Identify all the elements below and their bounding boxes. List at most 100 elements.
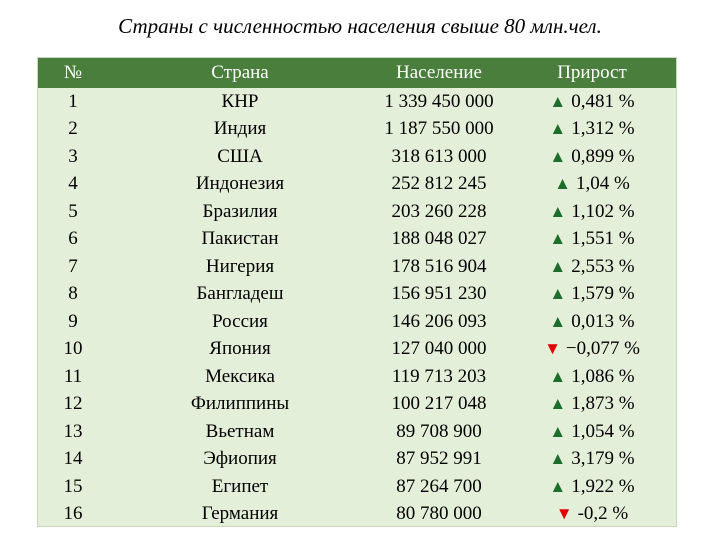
country-name: Египет xyxy=(211,475,269,497)
country-name: Япония xyxy=(209,338,271,360)
growth-value: 3,179 % xyxy=(571,448,635,470)
growth-cell: ▲ 1,086 % xyxy=(506,363,678,391)
country-name: Германия xyxy=(201,503,279,525)
page-title: Страны с численностью населения свыше 80… xyxy=(118,14,602,38)
country-name: Мексика xyxy=(205,365,275,387)
table-row: 1 КНР 1 339 450 000 ▲ 0,481 % xyxy=(38,88,676,116)
triangle-up-icon: ▲ xyxy=(554,174,571,194)
row-number: 3 xyxy=(68,145,78,167)
country-name: Филиппины xyxy=(190,393,290,415)
triangle-down-icon: ▼ xyxy=(555,504,573,524)
row-number: 8 xyxy=(68,283,78,305)
header-growth: Прирост xyxy=(557,62,627,83)
growth-value: 0,013 % xyxy=(571,310,635,332)
growth-cell: ▲ 1,922 % xyxy=(506,473,678,501)
table-row: 13 Вьетнам 89 708 900 ▲ 1,054 % xyxy=(38,418,676,446)
growth-value: 0,899 % xyxy=(571,145,635,167)
header-population: Население xyxy=(396,62,482,83)
row-number: 13 xyxy=(63,420,83,442)
table-row: 12 Филиппины 100 217 048 ▲ 1,873 % xyxy=(38,391,676,419)
table-row: 4 Индонезия 252 812 245 ▲ 1,04 % xyxy=(38,171,676,199)
growth-value: 1,312 % xyxy=(571,118,635,140)
table-row: 5 Бразилия 203 260 228 ▲ 1,102 % xyxy=(38,198,676,226)
country-name: Пакистан xyxy=(201,228,279,250)
growth-value: 1,551 % xyxy=(571,228,635,250)
growth-cell: ▲ 1,551 % xyxy=(506,226,678,254)
growth-value: 1,04 % xyxy=(576,173,630,195)
country-name: Россия xyxy=(212,310,268,332)
growth-cell: ▲ 1,102 % xyxy=(506,198,678,226)
population-value: 1 339 450 000 xyxy=(384,90,494,112)
country-name: КНР xyxy=(221,90,259,112)
growth-cell: ▲ 1,04 % xyxy=(506,171,678,199)
population-value: 146 206 093 xyxy=(391,310,487,332)
table-row: 8 Бангладеш 156 951 230 ▲ 1,579 % xyxy=(38,281,676,309)
population-value: 252 812 245 xyxy=(391,173,487,195)
row-number: 2 xyxy=(68,118,78,140)
population-value: 87 952 991 xyxy=(396,448,482,470)
triangle-down-icon: ▼ xyxy=(544,339,561,359)
table-row: 6 Пакистан 188 048 027 ▲ 1,551 % xyxy=(38,226,676,254)
table-header-row: № Страна Население Прирост xyxy=(38,58,676,88)
growth-value: 1,873 % xyxy=(571,393,635,415)
country-name: Вьетнам xyxy=(205,420,275,442)
triangle-up-icon: ▲ xyxy=(549,229,567,249)
growth-cell: ▲ 3,179 % xyxy=(506,446,678,474)
row-number: 12 xyxy=(63,393,83,415)
table-row: 16 Германия 80 780 000 ▼ -0,2 % xyxy=(38,501,676,529)
triangle-up-icon: ▲ xyxy=(549,421,567,441)
population-value: 178 516 904 xyxy=(391,255,487,277)
population-value: 89 708 900 xyxy=(396,420,482,442)
population-table: № Страна Население Прирост 1 КНР 1 339 450… xyxy=(37,57,677,527)
growth-cell: ▲ 1,873 % xyxy=(506,391,678,419)
triangle-up-icon: ▲ xyxy=(549,476,567,496)
growth-value: 1,086 % xyxy=(571,365,635,387)
growth-cell: ▲ 1,579 % xyxy=(506,281,678,309)
population-value: 203 260 228 xyxy=(391,200,487,222)
triangle-up-icon: ▲ xyxy=(549,394,567,414)
country-name: Нигерия xyxy=(205,255,275,277)
triangle-up-icon: ▲ xyxy=(549,146,567,166)
header-country: Страна xyxy=(211,62,269,83)
population-value: 156 951 230 xyxy=(391,283,487,305)
growth-value: 1,922 % xyxy=(571,475,635,497)
row-number: 6 xyxy=(68,228,78,250)
country-name: Индия xyxy=(213,118,267,140)
growth-value: 1,054 % xyxy=(571,420,635,442)
population-value: 127 040 000 xyxy=(391,338,487,360)
row-number: 16 xyxy=(63,503,83,525)
growth-value: −0,077 % xyxy=(565,338,640,360)
growth-value: 2,553 % xyxy=(571,255,635,277)
triangle-up-icon: ▲ xyxy=(549,91,567,111)
country-name: США xyxy=(217,145,263,167)
growth-cell: ▲ 0,481 % xyxy=(506,88,678,116)
table-row: 10 Япония 127 040 000 ▼ −0,077 % xyxy=(38,336,676,364)
table-row: 14 Эфиопия 87 952 991 ▲ 3,179 % xyxy=(38,446,676,474)
triangle-up-icon: ▲ xyxy=(549,284,567,304)
row-number: 14 xyxy=(63,448,83,470)
triangle-up-icon: ▲ xyxy=(549,119,567,139)
row-number: 15 xyxy=(63,475,83,497)
triangle-up-icon: ▲ xyxy=(549,311,567,331)
population-value: 119 713 203 xyxy=(391,365,487,387)
growth-cell: ▼ −0,077 % xyxy=(506,336,678,364)
growth-cell: ▲ 1,312 % xyxy=(506,116,678,144)
country-name: Бразилия xyxy=(202,200,278,222)
growth-cell: ▲ 0,899 % xyxy=(506,143,678,171)
population-value: 1 187 550 000 xyxy=(384,118,494,140)
growth-cell: ▲ 1,054 % xyxy=(506,418,678,446)
growth-cell: ▲ 0,013 % xyxy=(506,308,678,336)
row-number: 1 xyxy=(68,90,78,112)
growth-cell: ▲ 2,553 % xyxy=(506,253,678,281)
row-number: 5 xyxy=(68,200,78,222)
country-name: Эфиопия xyxy=(203,448,277,470)
row-number: 9 xyxy=(68,310,78,332)
growth-cell: ▼ -0,2 % xyxy=(506,501,678,529)
growth-value: 1,102 % xyxy=(571,200,635,222)
growth-value: -0,2 % xyxy=(577,503,629,525)
row-number: 10 xyxy=(63,338,83,360)
population-value: 87 264 700 xyxy=(396,475,482,497)
triangle-up-icon: ▲ xyxy=(549,449,567,469)
country-name: Бангладеш xyxy=(196,283,284,305)
population-value: 100 217 048 xyxy=(391,393,487,415)
